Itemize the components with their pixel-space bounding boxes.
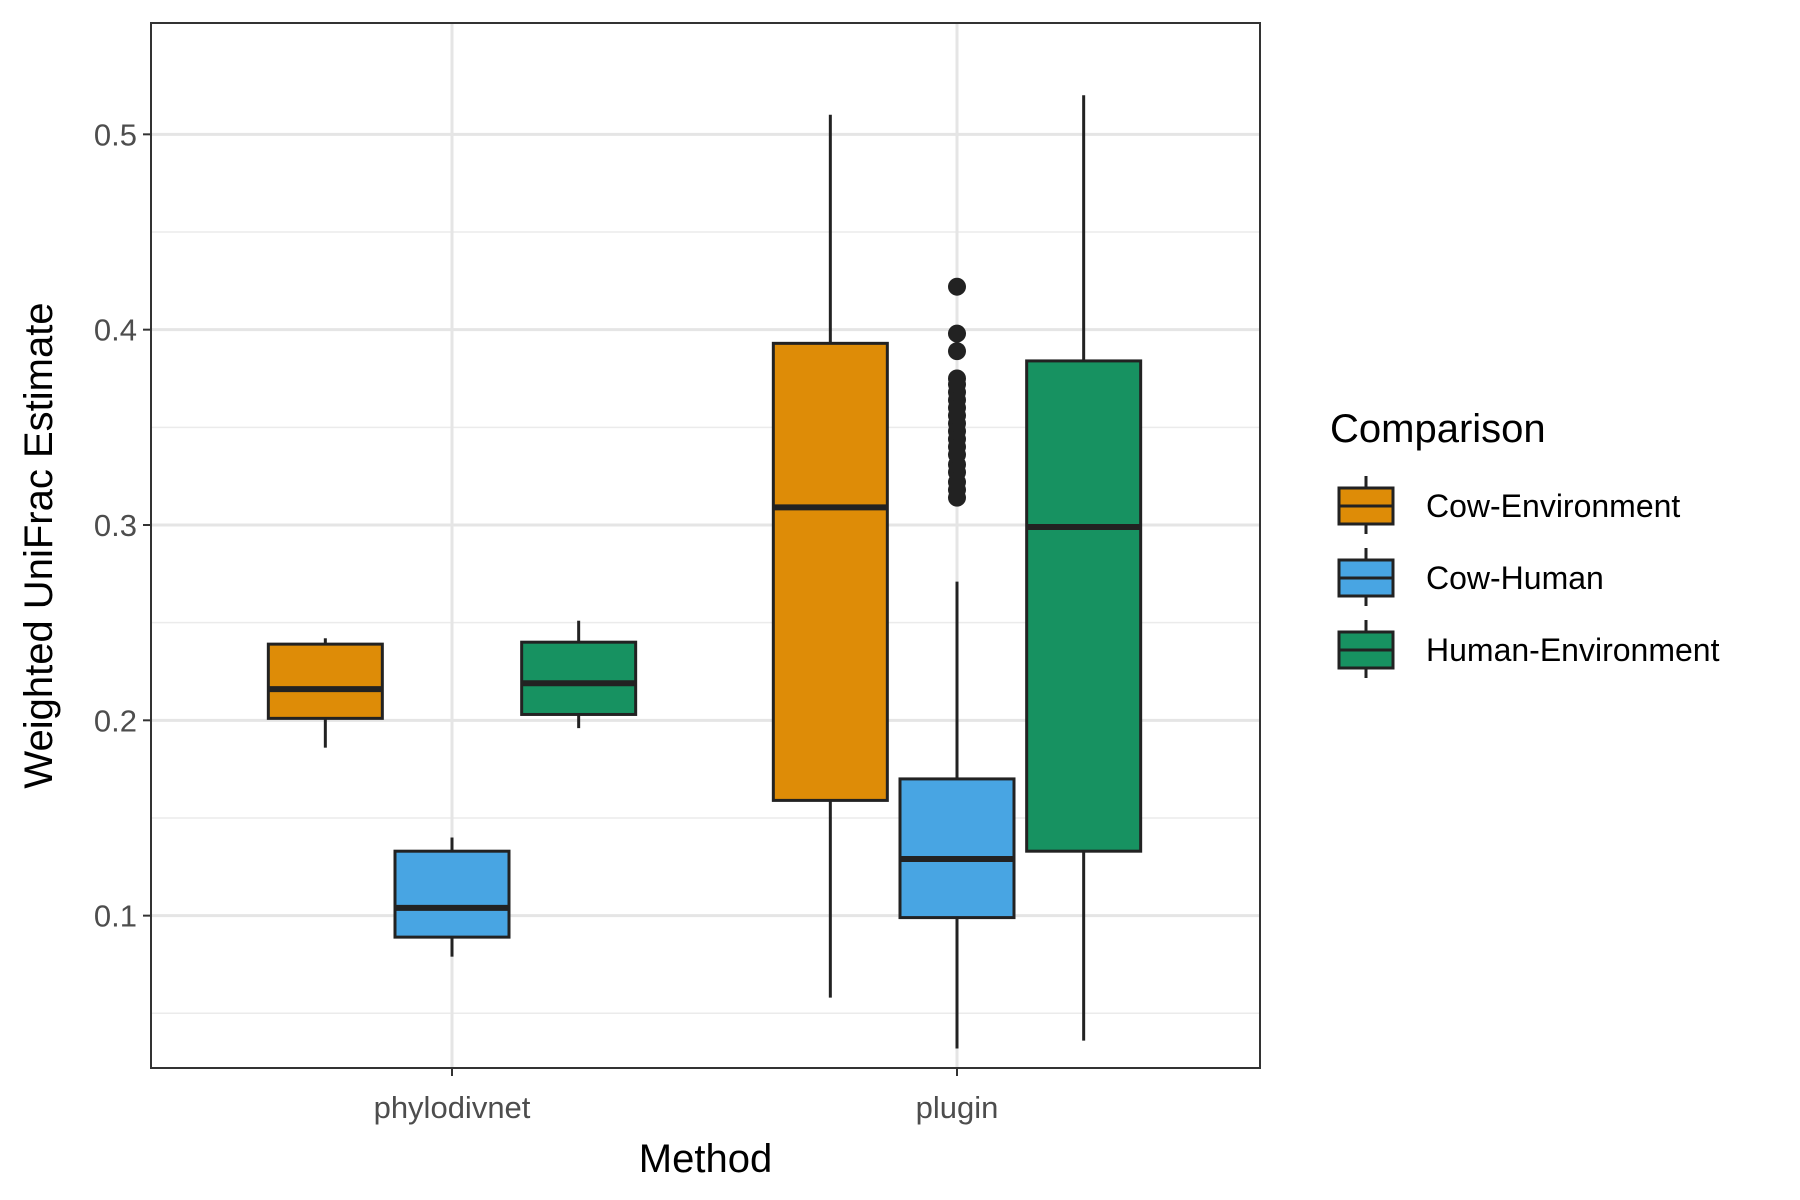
- legend: Comparison Cow-Environment Cow-Human Human…: [1330, 407, 1720, 678]
- box-cow-human-phylodivnet: [393, 837, 511, 957]
- x-tick-label: plugin: [916, 1090, 999, 1125]
- grid-lines: [151, 23, 1260, 1068]
- box-body: [1025, 359, 1143, 853]
- outlier-point: [948, 342, 966, 361]
- legend-label: Cow-Environment: [1426, 488, 1680, 524]
- outlier-point: [948, 369, 966, 388]
- y-tick-label: 0.1: [94, 899, 137, 934]
- box-body: [898, 777, 1016, 920]
- y-tick-label: 0.3: [94, 508, 137, 543]
- box-cow-human-plugin: [898, 277, 1016, 1049]
- boxes-layer: [266, 95, 1143, 1049]
- y-tick-label: 0.5: [94, 117, 137, 152]
- legend-item-cow-human: Cow-Human: [1337, 548, 1604, 606]
- box-human-environment-plugin: [1025, 95, 1143, 1041]
- legend-item-human-environment: Human-Environment: [1337, 620, 1720, 678]
- box-human-environment-phylodivnet: [520, 620, 638, 729]
- panel-border: [150, 22, 1261, 1069]
- box-body: [393, 849, 511, 939]
- x-tick-label: phylodivnet: [374, 1090, 531, 1125]
- legend-label: Human-Environment: [1426, 632, 1720, 668]
- box-body: [266, 642, 384, 720]
- outlier-point: [948, 277, 966, 296]
- outlier-point: [948, 324, 966, 343]
- box-body: [771, 341, 889, 802]
- axes-layer: 0.1 0.2 0.3 0.4 0.5 phylodivnet plugin: [94, 117, 998, 1125]
- x-axis-title: Method: [639, 1137, 772, 1181]
- legend-label: Cow-Human: [1426, 560, 1604, 596]
- y-tick-label: 0.4: [94, 313, 137, 348]
- legend-title: Comparison: [1330, 407, 1546, 451]
- y-tick-label: 0.2: [94, 703, 137, 738]
- box-body: [520, 640, 638, 716]
- box-cow-environment-plugin: [771, 114, 889, 998]
- legend-item-cow-environment: Cow-Environment: [1337, 476, 1680, 534]
- y-axis-title: Weighted UniFrac Estimate: [17, 302, 61, 788]
- box-cow-environment-phylodivnet: [266, 638, 384, 748]
